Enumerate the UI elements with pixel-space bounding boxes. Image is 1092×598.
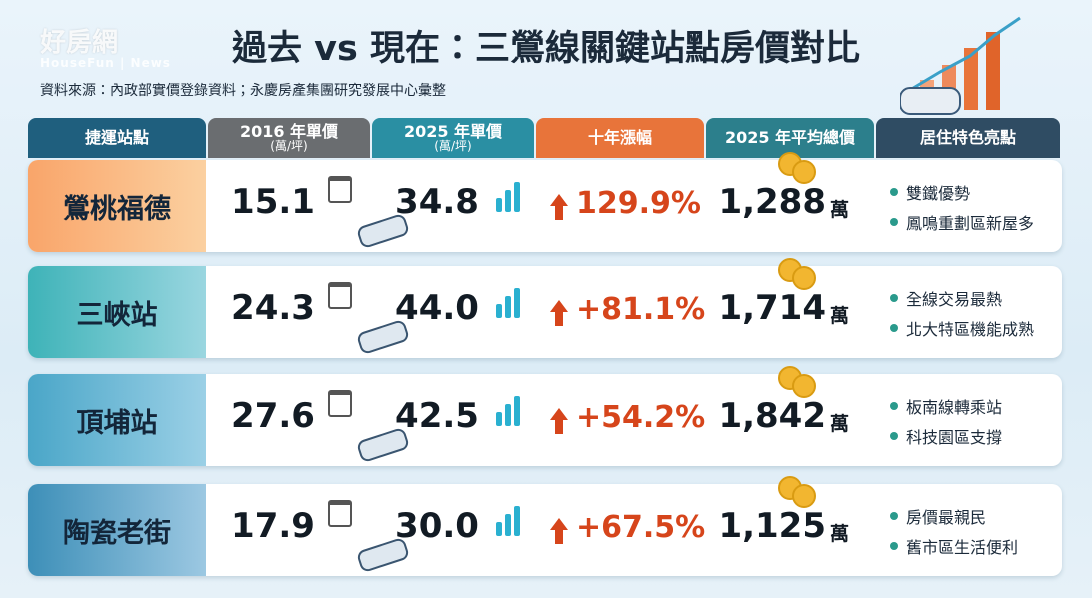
highlight: 鳳鳴重劃區新屋多 (906, 214, 1035, 233)
total-unit: 萬 (830, 305, 850, 327)
bullet (890, 542, 898, 550)
highlight: 全線交易最熱 (906, 290, 1003, 309)
header-label: 2016 年單價 (239, 121, 339, 141)
growth-arrow-head (550, 300, 568, 312)
header-unit: (萬/坪) (270, 139, 308, 154)
bullet (890, 432, 898, 440)
growth-arrow-shaft (555, 206, 563, 220)
growth: 129.9% (576, 186, 701, 221)
bar-icon (514, 288, 520, 318)
coin-icon (792, 374, 816, 398)
highlight: 舊市區生活便利 (906, 538, 1019, 557)
growth: +81.1% (576, 292, 706, 327)
header-cell: 捷運站點 (28, 118, 206, 158)
bar-icon (496, 198, 502, 212)
coin-icon (792, 484, 816, 508)
header-cell: 居住特色亮點 (876, 118, 1060, 158)
source-note: 資料來源：內政部實價登錄資料；永慶房產集團研究發展中心彙整 (40, 83, 446, 99)
growth-arrow-head (550, 194, 568, 206)
bar-icon (496, 412, 502, 426)
watermark: 好房網 (40, 28, 119, 58)
total-unit: 萬 (830, 199, 850, 221)
train-icon (355, 536, 411, 574)
decoration-chart (900, 16, 1021, 115)
row-card: 鶯桃福德 15.1 34.8 129.9% 1,288 萬 雙鐵優勢鳳鳴重劃區新屋多 (28, 152, 1062, 252)
total: 1,125 (718, 506, 826, 546)
total: 1,714 (718, 288, 826, 328)
growth: +54.2% (576, 400, 706, 435)
calendar-icon (328, 390, 352, 417)
bar-icon (514, 182, 520, 212)
station-cell: 頂埔站 (28, 374, 206, 466)
header-label: 2025 年平均總價 (724, 128, 856, 148)
total-unit: 萬 (830, 413, 850, 435)
bullet (890, 512, 898, 520)
price-2016: 24.3 (231, 288, 315, 328)
row-card: 陶瓷老街 17.9 30.0 +67.5% 1,125 萬 房價最親民舊市區生活便利 (28, 476, 1062, 576)
coin-icon (792, 160, 816, 184)
price-2016: 27.6 (231, 396, 315, 436)
bar-icon (514, 506, 520, 536)
calendar-icon (328, 176, 352, 203)
growth: +67.5% (576, 510, 706, 545)
growth-arrow-shaft (555, 420, 563, 434)
growth-arrow-head (550, 518, 568, 530)
header-unit: (萬/坪) (434, 139, 472, 154)
highlight: 板南線轉乘站 (906, 398, 1003, 417)
bar-icon (505, 296, 511, 318)
bar-icon (505, 404, 511, 426)
station-cell: 三峽站 (28, 266, 206, 358)
bullet (890, 324, 898, 332)
bar-icon (496, 304, 502, 318)
bullet (890, 218, 898, 226)
station-cell: 陶瓷老街 (28, 484, 206, 576)
highlight: 北大特區機能成熟 (906, 320, 1035, 339)
watermark-sub: HouseFun | News (40, 56, 171, 70)
bar-icon (505, 514, 511, 536)
bar-icon (496, 522, 502, 536)
calendar-icon (328, 500, 352, 527)
coin-icon (792, 266, 816, 290)
bar-icon (514, 396, 520, 426)
header-cell: 2025 年單價 (萬/坪) (372, 118, 534, 158)
header-label: 捷運站點 (84, 128, 149, 148)
train-icon (355, 212, 411, 250)
title: 過去 vs 現在：三鶯線關鍵站點房價對比 (231, 29, 861, 69)
growth-arrow-shaft (555, 530, 563, 544)
highlight: 房價最親民 (906, 508, 987, 527)
growth-arrow-head (550, 408, 568, 420)
header-label: 十年漲幅 (587, 128, 652, 148)
row-card: 頂埔站 27.6 42.5 +54.2% 1,842 萬 板南線轉乘站 科技園區支撐 (28, 366, 1062, 466)
row-card: 三峽站 24.3 44.0 +81.1% 1,714 萬 全線交易最熱北大特區機能成熟 (28, 258, 1062, 358)
total-unit: 萬 (830, 523, 850, 545)
price-2016: 15.1 (231, 182, 315, 222)
highlight: 雙鐵優勢 (906, 184, 971, 203)
calendar-icon (328, 282, 352, 309)
header-cell: 2016 年單價 (萬/坪) (208, 118, 370, 158)
header-cell: 2025 年平均總價 (706, 118, 874, 158)
price-2025: 44.0 (395, 288, 479, 328)
total: 1,288 (718, 182, 826, 222)
price-2025: 34.8 (395, 182, 479, 222)
price-2025: 30.0 (395, 506, 479, 546)
header-cell: 十年漲幅 (536, 118, 704, 158)
header-label: 2025 年單價 (403, 121, 503, 141)
bar-icon (505, 190, 511, 212)
train-icon (355, 426, 411, 464)
bullet (890, 402, 898, 410)
header-label: 居住特色亮點 (919, 128, 1016, 148)
price-2025: 42.5 (395, 396, 479, 436)
growth-arrow-shaft (555, 312, 563, 326)
bullet (890, 294, 898, 302)
bullet (890, 188, 898, 196)
train-icon (355, 318, 411, 356)
station-cell: 鶯桃福德 (28, 160, 206, 252)
total: 1,842 (718, 396, 826, 436)
price-2016: 17.9 (231, 506, 315, 546)
highlight: 科技園區支撐 (906, 428, 1003, 447)
